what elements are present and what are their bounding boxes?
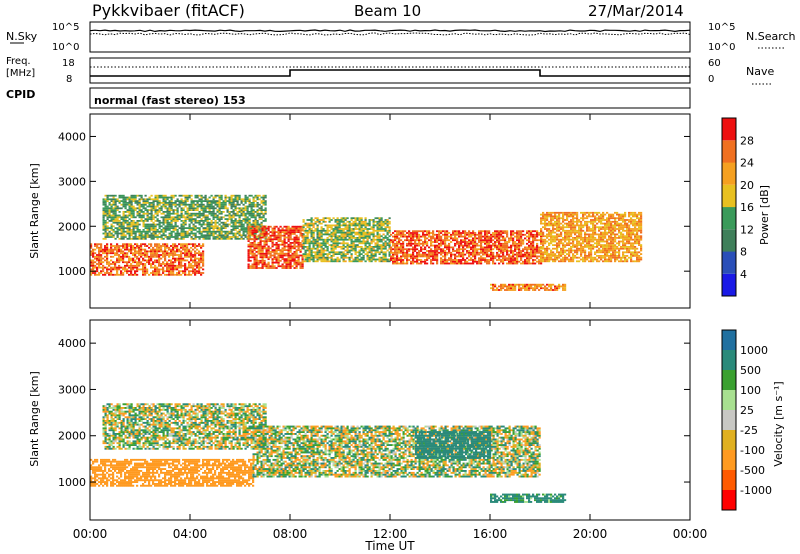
- power-cbar-tick-2: 12: [740, 223, 754, 236]
- nsearch-label: N.Search: [746, 30, 796, 43]
- velocity-heatmap: [90, 403, 567, 503]
- power-cbar-tick-0: 4: [740, 268, 747, 281]
- velocity-colorbar: -1000 -500 -100 -25 25 100 500 1000: [721, 329, 772, 511]
- vel-cbar-swatch-6: [722, 370, 736, 390]
- xaxis-label: Time UT: [364, 539, 415, 553]
- time-x-axis: 00:00 04:00 08:00 12:00 16:00 20:00 00:00: [73, 114, 708, 541]
- power-region-3: [302, 217, 391, 263]
- velocity-region-0: [90, 458, 255, 487]
- nsky-tick-low: 10^0: [52, 42, 79, 53]
- freq-tick-low: 8: [66, 74, 72, 85]
- velocity-ytick-2: 3000: [58, 383, 86, 396]
- nsearch-trace: [89, 32, 691, 36]
- power-region-4: [390, 230, 543, 265]
- power-cbar-swatch-0: [722, 273, 736, 297]
- xtick-4: 16:00: [473, 527, 508, 541]
- velocity-ytick-0: 1000: [58, 476, 86, 489]
- power-cbar-swatch-1: [722, 251, 736, 274]
- velocity-y-axis: 1000 2000 3000 4000: [58, 337, 690, 489]
- nsky-label: N.Sky: [6, 30, 38, 43]
- vel-cbar-swatch-1: [722, 470, 736, 490]
- power-ytick-1: 2000: [58, 220, 86, 233]
- power-region-2: [247, 225, 304, 269]
- xtick-3: 12:00: [373, 527, 408, 541]
- vel-cbar-tick-2: -100: [740, 444, 765, 457]
- beam-title: Beam 10: [354, 2, 421, 20]
- vel-cbar-tick-7: 1000: [740, 344, 768, 357]
- velocity-region-1: [102, 403, 267, 450]
- power-region-6: [490, 283, 567, 291]
- power-cbar-swatch-7: [722, 118, 736, 141]
- cpid-label: CPID: [6, 88, 35, 101]
- vel-cbar-swatch-8: [722, 330, 736, 350]
- power-colorbar: 4 8 12 16 20 24 28: [721, 117, 754, 297]
- power-region-0: [90, 243, 205, 276]
- nave-tick-low: 0: [708, 74, 714, 85]
- vel-cbar-tick-3: -25: [740, 424, 758, 437]
- nsearch-tick-low: 10^0: [708, 42, 735, 53]
- vel-cbar-tick-0: -1000: [740, 484, 772, 497]
- xtick-1: 04:00: [173, 527, 208, 541]
- vel-cbar-tick-1: -500: [740, 464, 765, 477]
- power-cbar-tick-6: 28: [740, 134, 754, 147]
- freq-tick-high: 18: [62, 58, 75, 69]
- vel-cbar-swatch-0: [722, 490, 736, 510]
- vel-cbar-tick-4: 25: [740, 404, 754, 417]
- xtick-6: 00:00: [673, 527, 708, 541]
- freq-trace: [90, 69, 690, 77]
- power-panel-frame: [89, 113, 691, 309]
- vel-cbar-swatch-3: [722, 430, 736, 450]
- power-ytick-3: 4000: [58, 130, 86, 143]
- power-ylabel: Slant Range [km]: [28, 163, 41, 259]
- power-cbar-swatch-3: [722, 207, 736, 230]
- xtick-5: 20:00: [573, 527, 608, 541]
- power-region-5: [540, 211, 643, 263]
- vel-cbar-swatch-7: [722, 350, 736, 370]
- velocity-ylabel: Slant Range [km]: [28, 371, 41, 467]
- power-ytick-0: 1000: [58, 265, 86, 278]
- vel-cbar-tick-5: 100: [740, 384, 761, 397]
- freq-label: Freq.: [6, 56, 31, 67]
- vel-cbar-tick-6: 500: [740, 364, 761, 377]
- nave-label: Nave: [746, 65, 774, 78]
- power-cbar-tick-3: 16: [740, 201, 754, 214]
- nsky-trace: [89, 29, 691, 33]
- velocity-region-3: [415, 431, 492, 459]
- power-colorbar-label: Power [dB]: [758, 185, 771, 245]
- velocity-region-4: [490, 493, 567, 503]
- xtick-0: 00:00: [73, 527, 108, 541]
- power-cbar-swatch-4: [722, 184, 736, 208]
- nsearch-tick-high: 10^5: [708, 22, 735, 33]
- power-cbar-tick-4: 20: [740, 179, 754, 192]
- freq-unit-label: [MHz]: [6, 68, 35, 79]
- vel-cbar-swatch-4: [722, 410, 736, 430]
- vel-cbar-swatch-5: [722, 390, 736, 410]
- velocity-ytick-1: 2000: [58, 430, 86, 443]
- power-y-axis: 1000 2000 3000 4000: [58, 130, 690, 278]
- cpid-panel: [89, 87, 691, 109]
- power-cbar-swatch-2: [722, 229, 736, 252]
- station-title: Pykkvibaer (fitACF): [92, 1, 245, 20]
- power-heatmap: [90, 194, 643, 291]
- date-title: 27/Mar/2014: [588, 2, 684, 20]
- power-ytick-2: 3000: [58, 175, 86, 188]
- vel-cbar-swatch-2: [722, 450, 736, 470]
- nave-tick-high: 60: [708, 58, 721, 69]
- velocity-region-2: [252, 425, 541, 478]
- velocity-ytick-3: 4000: [58, 337, 86, 350]
- cpid-text: normal (fast stereo) 153: [94, 94, 246, 107]
- freq-panel: [89, 57, 691, 84]
- power-region-1: [102, 194, 267, 240]
- nsky-panel: [89, 21, 691, 53]
- velocity-colorbar-label: Velocity [m s⁻¹]: [772, 381, 785, 466]
- power-cbar-swatch-5: [722, 162, 736, 185]
- nsky-tick-high: 10^5: [52, 22, 79, 33]
- power-cbar-tick-5: 24: [740, 157, 754, 170]
- power-cbar-swatch-6: [722, 140, 736, 163]
- xtick-2: 08:00: [273, 527, 308, 541]
- power-cbar-tick-1: 8: [740, 246, 747, 259]
